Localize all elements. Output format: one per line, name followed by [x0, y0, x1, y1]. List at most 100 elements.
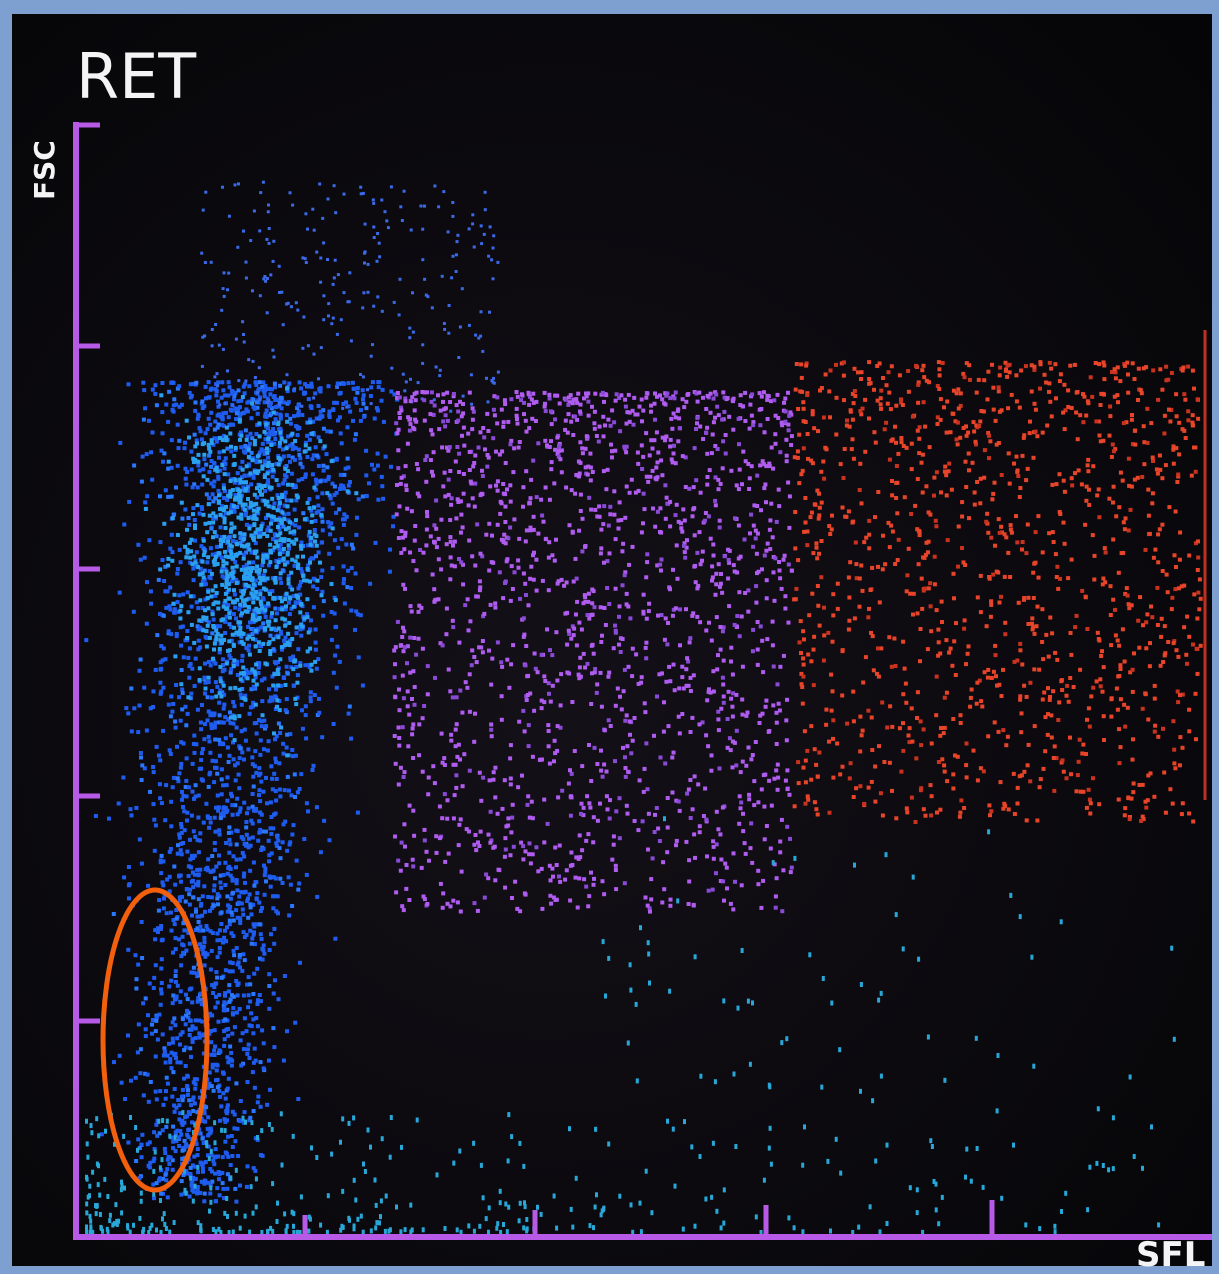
dot [553, 846, 557, 850]
dot [743, 391, 747, 395]
dot [606, 807, 610, 811]
dot [152, 1196, 156, 1200]
dot [651, 856, 655, 860]
dot [440, 445, 444, 449]
dot [648, 453, 652, 457]
dot [735, 729, 739, 733]
dot [286, 469, 290, 473]
dot [470, 663, 474, 667]
dot [232, 658, 236, 662]
dot [283, 439, 287, 443]
dot [254, 662, 258, 666]
dot [624, 775, 628, 779]
dot [760, 787, 764, 791]
dot [597, 440, 601, 444]
dot [285, 420, 289, 424]
dot [741, 829, 745, 833]
dot [287, 538, 291, 542]
dot [448, 535, 452, 539]
dot [272, 731, 276, 735]
dot [251, 536, 255, 540]
dot [628, 616, 632, 620]
dot [173, 883, 177, 887]
dot [239, 746, 243, 750]
dot [238, 532, 242, 536]
dot [655, 430, 659, 434]
dot [256, 391, 259, 394]
dot [629, 751, 633, 755]
dot [401, 725, 405, 729]
dot [303, 616, 307, 620]
dot [488, 484, 492, 488]
dot [291, 754, 295, 758]
dot [521, 485, 525, 489]
dot [153, 392, 157, 396]
dot [263, 893, 267, 897]
dot [202, 441, 206, 445]
dot [684, 667, 688, 671]
dot [695, 416, 699, 420]
dot [411, 727, 415, 731]
dot [655, 477, 659, 481]
dot [285, 733, 289, 737]
dot [353, 628, 357, 632]
dot [216, 902, 220, 906]
dot [320, 491, 324, 495]
dot [719, 582, 723, 586]
dot [185, 1114, 189, 1118]
dot [170, 929, 174, 933]
dot [196, 1170, 200, 1174]
dot [267, 984, 271, 988]
dot [532, 709, 536, 713]
dot [472, 843, 476, 847]
dot [171, 1125, 175, 1129]
dot [277, 483, 281, 487]
dot [716, 717, 720, 721]
dot [765, 578, 769, 582]
dot [254, 531, 258, 535]
dot [483, 233, 486, 236]
dot [575, 577, 579, 581]
dot [489, 225, 492, 228]
dot [524, 663, 528, 667]
dot [739, 806, 743, 810]
dot [525, 528, 529, 532]
dot [593, 508, 597, 512]
dot [197, 619, 201, 623]
dot [755, 474, 759, 478]
dot [406, 689, 410, 693]
dot [186, 590, 190, 594]
dot [170, 559, 174, 563]
dot [216, 794, 220, 798]
dot [157, 909, 161, 913]
dot [136, 1050, 140, 1054]
dot [608, 798, 612, 802]
dot [449, 904, 453, 908]
dot [470, 427, 474, 431]
dot [147, 1100, 151, 1104]
dot [279, 726, 283, 730]
dot [517, 446, 521, 450]
dot [709, 392, 713, 396]
dot [349, 737, 353, 741]
dot [437, 537, 441, 541]
dot [445, 542, 449, 546]
dot [351, 419, 355, 423]
dot [245, 277, 248, 280]
dot [174, 1056, 178, 1060]
dot [278, 404, 281, 407]
dot [140, 862, 144, 866]
dot [421, 258, 424, 261]
dot [278, 384, 282, 388]
dot [284, 683, 288, 687]
dot [771, 643, 775, 647]
dot [422, 895, 426, 899]
dot [208, 636, 212, 640]
dot [252, 583, 256, 587]
dot [344, 467, 348, 471]
dot [180, 798, 184, 802]
dot [278, 265, 281, 268]
dot [230, 1154, 234, 1158]
dot [266, 602, 270, 606]
dot [709, 769, 713, 773]
